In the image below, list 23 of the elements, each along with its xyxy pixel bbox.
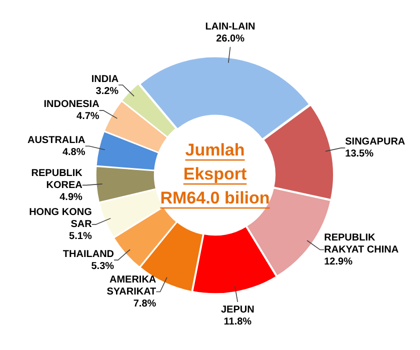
text: Jumlah Eksport RM64.0 bilion [160,140,270,208]
data-label: 3.2% [96,86,119,97]
slice-label: AMERIKA SYARIKAT [106,274,156,298]
slice-label: REPUBLIK KOREA [31,168,84,191]
slice-label: HONG KONG SAR [29,207,93,230]
slice-label: INDONESIA [44,99,100,110]
slice-label: THAILAND [62,248,114,260]
slice-label: LAIN-LAIN [205,22,256,33]
slice-label: INDIA [91,74,119,85]
data-label: 4.7% [76,111,100,122]
slice-label: SINGAPURA [345,136,406,148]
slice-label: REPUBLIK RAKYAT CHINA [324,232,399,256]
data-label: 7.8% [133,298,156,310]
data-label: 26.0% [216,34,245,45]
data-label: 11.8% [224,316,252,328]
data-label: 5.3% [91,260,114,272]
slice-label: AUSTRALIA [27,134,86,146]
data-label: 4.8% [62,146,86,158]
slice-label: JEPUN [220,304,254,316]
data-label: 12.9% [324,256,353,268]
data-label: 4.9% [60,192,83,203]
data-label: 13.5% [345,148,374,160]
data-label: 5.1% [69,231,92,242]
